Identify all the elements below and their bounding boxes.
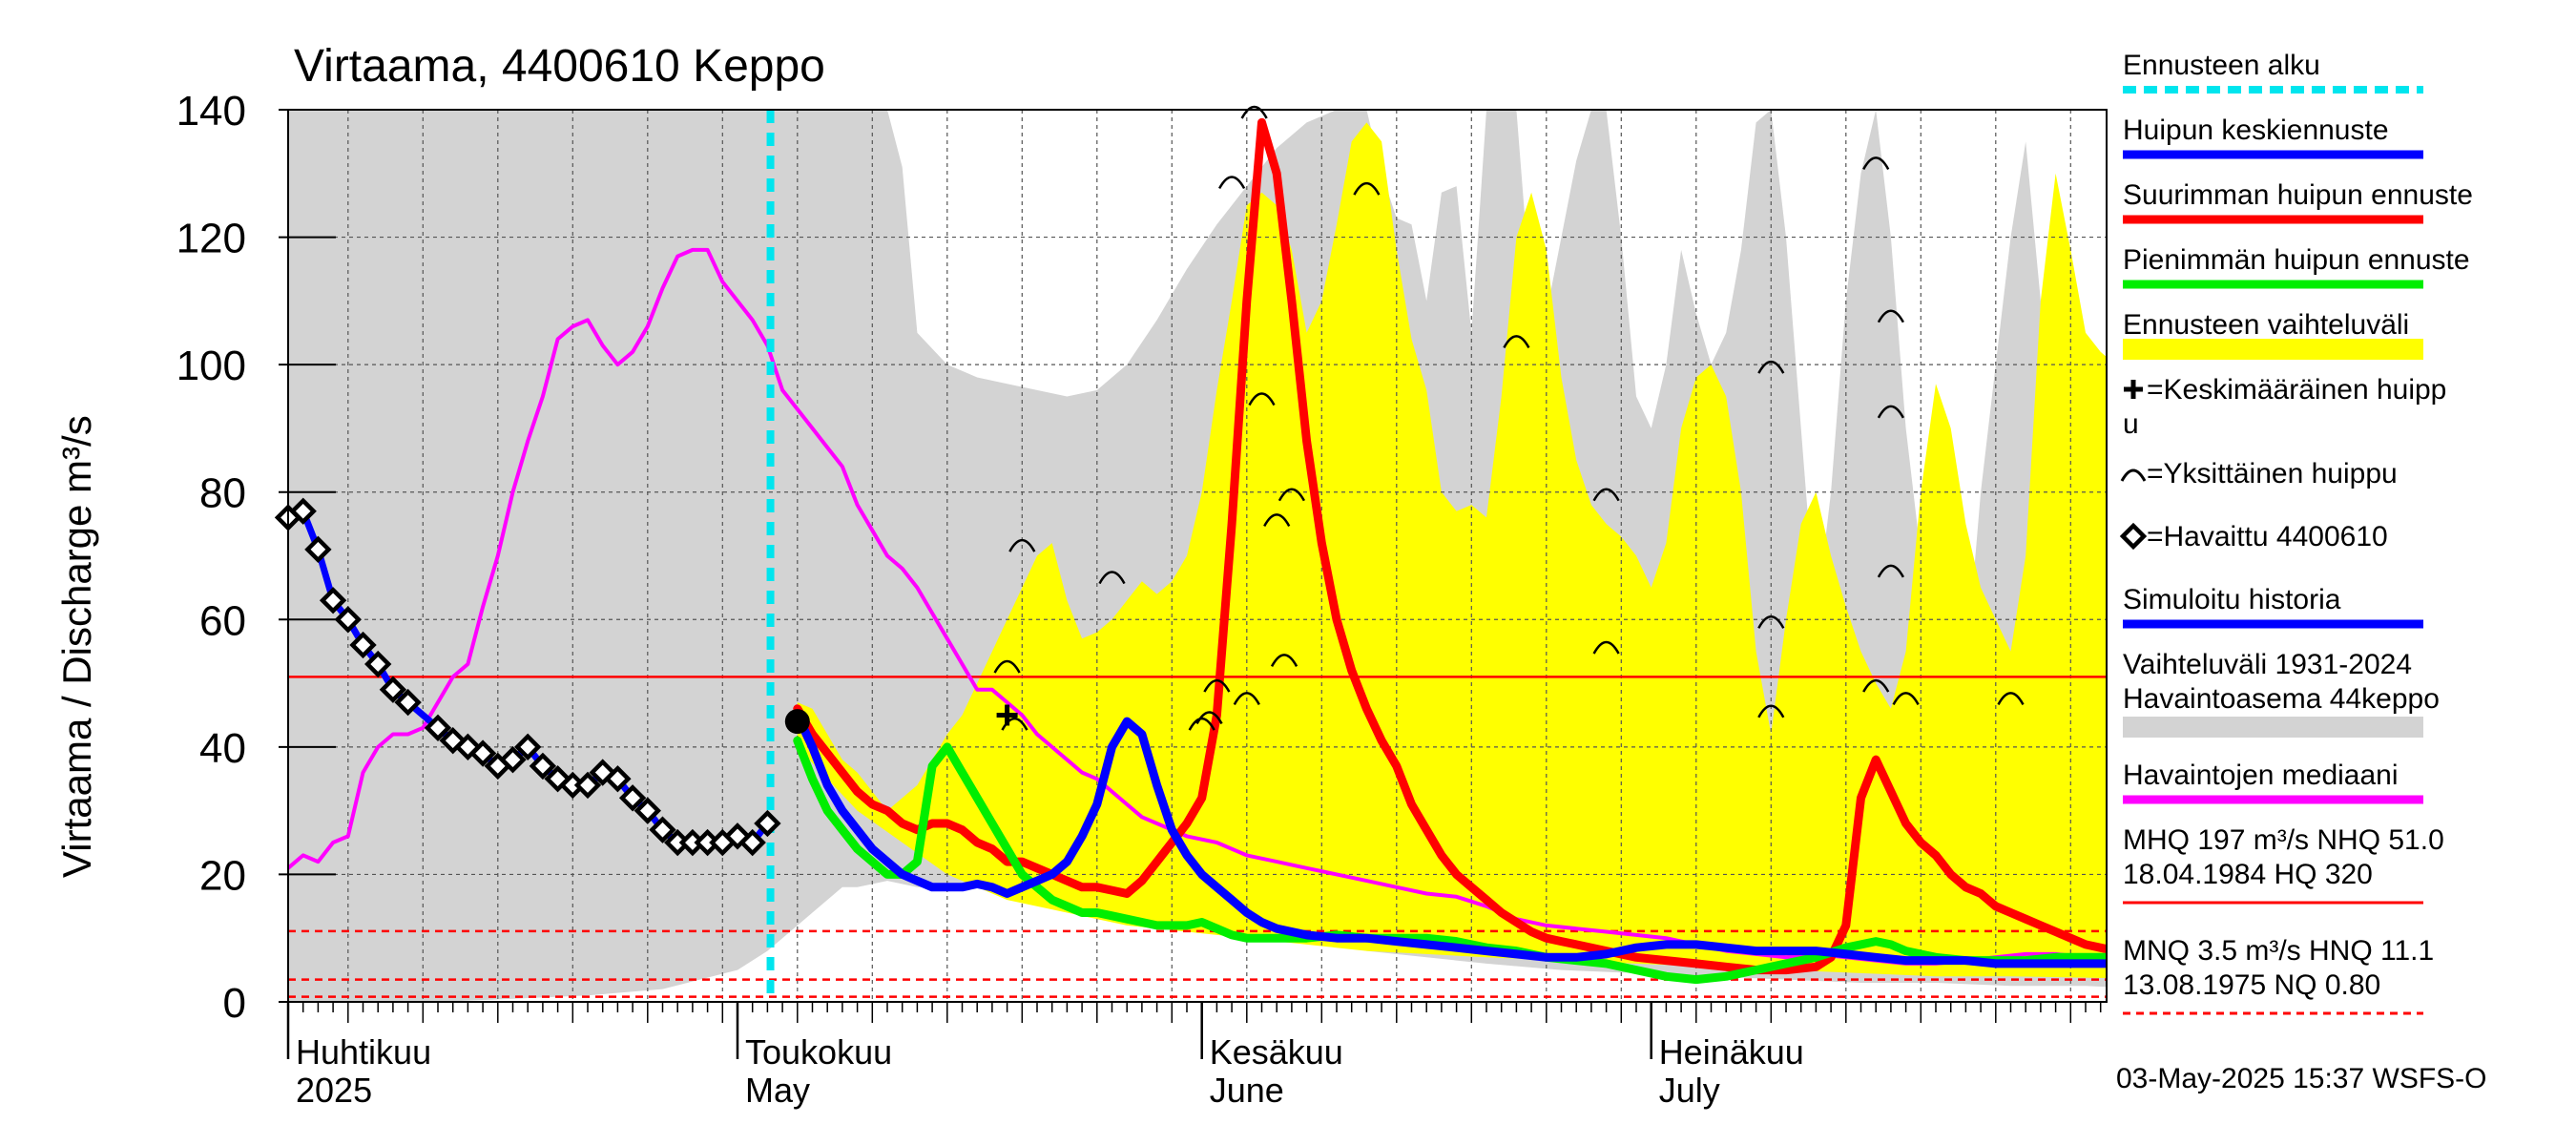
observed-marker (618, 784, 647, 812)
observed-marker (499, 746, 527, 774)
single-peak-marker (1195, 711, 1223, 725)
legend-diamond-icon (2119, 522, 2148, 551)
observed-marker (738, 828, 766, 857)
forecast-range-area (797, 122, 2107, 978)
y-tick-label: 0 (223, 980, 246, 1027)
forecast-range-band (797, 122, 2107, 978)
single-peak-marker (1877, 564, 1904, 578)
legend-label: Simuloitu historia (2123, 584, 2341, 615)
legend-label: =Havaittu 4400610 (2147, 521, 2388, 552)
plot-frame (287, 109, 2108, 1003)
y-tick-label: 20 (199, 852, 246, 899)
single-peak-marker (1877, 405, 1904, 419)
single-peak-marker (1862, 678, 1890, 693)
single-peak-marker (993, 659, 1021, 674)
legend-label: Pienimmän huipun ennuste (2123, 244, 2470, 276)
month-sublabel: 2025 (296, 1071, 372, 1110)
single-peak-marker (1263, 513, 1291, 528)
legend-label: MHQ 197 m³/s NHQ 51.0 (2123, 824, 2444, 856)
observed-marker (604, 765, 632, 793)
observed-marker (573, 771, 602, 800)
month-label: Heinäkuu (1659, 1032, 1804, 1072)
month-sublabel: June (1210, 1071, 1284, 1110)
y-tick-label: 120 (177, 216, 246, 262)
month-label: Toukokuu (745, 1032, 892, 1072)
legend-label: =Yksittäinen huippu (2147, 458, 2398, 489)
y-tick-label: 80 (199, 470, 246, 517)
observed-marker (364, 650, 392, 678)
markers (274, 105, 2025, 857)
single-peak-marker (1218, 176, 1246, 190)
month-sublabel: July (1659, 1071, 1720, 1110)
single-peak-marker (1240, 105, 1268, 119)
single-peak-marker (1233, 692, 1260, 706)
legend: Ennusteen alku Huipun keskiennuste Suurimm… (2119, 50, 2473, 1015)
single-peak-marker (1008, 538, 1036, 552)
legend-label: MNQ 3.5 m³/s HNQ 11.1 (2123, 935, 2434, 967)
single-peak-marker (1757, 704, 1785, 718)
observed-marker (529, 752, 557, 781)
y-tick-label: 140 (177, 88, 246, 135)
series-mean_peak (793, 711, 2107, 968)
single-peak-marker (1503, 335, 1530, 349)
y-tick-label: 100 (177, 343, 246, 389)
observed-marker (634, 797, 661, 824)
legend-label: Havaintoasema 44keppo (2123, 683, 2440, 715)
observed-marker (514, 733, 542, 761)
month-label: Kesäkuu (1210, 1032, 1343, 1072)
observed-marker (424, 714, 452, 742)
single-peak-marker (1001, 717, 1028, 731)
legend-label: =Keskimääräinen huipp (2147, 374, 2446, 406)
threshold-lines (288, 676, 2107, 998)
observed-marker (649, 816, 676, 843)
legend-label: 18.04.1984 HQ 320 (2123, 859, 2373, 890)
observed-marker (334, 606, 362, 634)
y-tick-label: 60 (199, 597, 246, 644)
single-peak-marker (1757, 360, 1785, 374)
observed-marker (468, 739, 497, 767)
single-peak-marker (1757, 615, 1785, 629)
chart-title: Virtaama, 4400610 Keppo (294, 41, 825, 92)
single-peak-marker (1592, 488, 1620, 502)
legend-label: Suurimman huipun ennuste (2123, 179, 2473, 211)
single-peak-marker (1248, 392, 1276, 406)
legend-label: Ennusteen vaihteluväli (2123, 309, 2409, 341)
legend-label: Huipun keskiennuste (2123, 114, 2389, 146)
observed-marker (319, 587, 347, 614)
legend-plus-icon (2124, 380, 2143, 399)
single-peak-marker (1592, 640, 1620, 655)
legend-label: u (2123, 408, 2139, 440)
series-min_peak (793, 736, 2107, 985)
single-peak-marker (1353, 181, 1381, 196)
observed-marker (754, 809, 781, 838)
single-peak-marker (1098, 571, 1126, 585)
observed-marker (304, 535, 332, 564)
single-peak-marker (1877, 309, 1904, 323)
y-axis-label: Virtaama / Discharge m³/s (54, 415, 99, 878)
month-label: Huhtikuu (296, 1032, 431, 1072)
single-peak-marker (1188, 717, 1215, 731)
y-tick-label: 40 (199, 725, 246, 772)
single-peak-marker (1862, 156, 1890, 171)
month-sublabel: May (745, 1071, 810, 1110)
legend-label: Havaintojen mediaani (2123, 760, 2399, 791)
observed-marker (289, 497, 317, 525)
single-peak-marker (1270, 654, 1298, 667)
single-peak-marker (1278, 488, 1305, 502)
single-peak-marker (1203, 678, 1231, 693)
timestamp: 03-May-2025 15:37 WSFS-O (2116, 1063, 2487, 1094)
legend-arc-icon (2120, 468, 2147, 482)
observed-marker (379, 676, 407, 703)
legend-label: Ennusteen alku (2123, 50, 2320, 81)
single-peak-marker (1892, 692, 1920, 706)
last-observed-marker (784, 709, 810, 735)
legend-label: Vaihteluväli 1931-2024 (2123, 649, 2412, 680)
series-max_peak (793, 117, 2107, 975)
single-peak-marker (1997, 692, 2025, 706)
observed-marker (349, 631, 377, 659)
legend-label: 13.08.1975 NQ 0.80 (2123, 969, 2380, 1001)
observed-marker (394, 688, 422, 717)
